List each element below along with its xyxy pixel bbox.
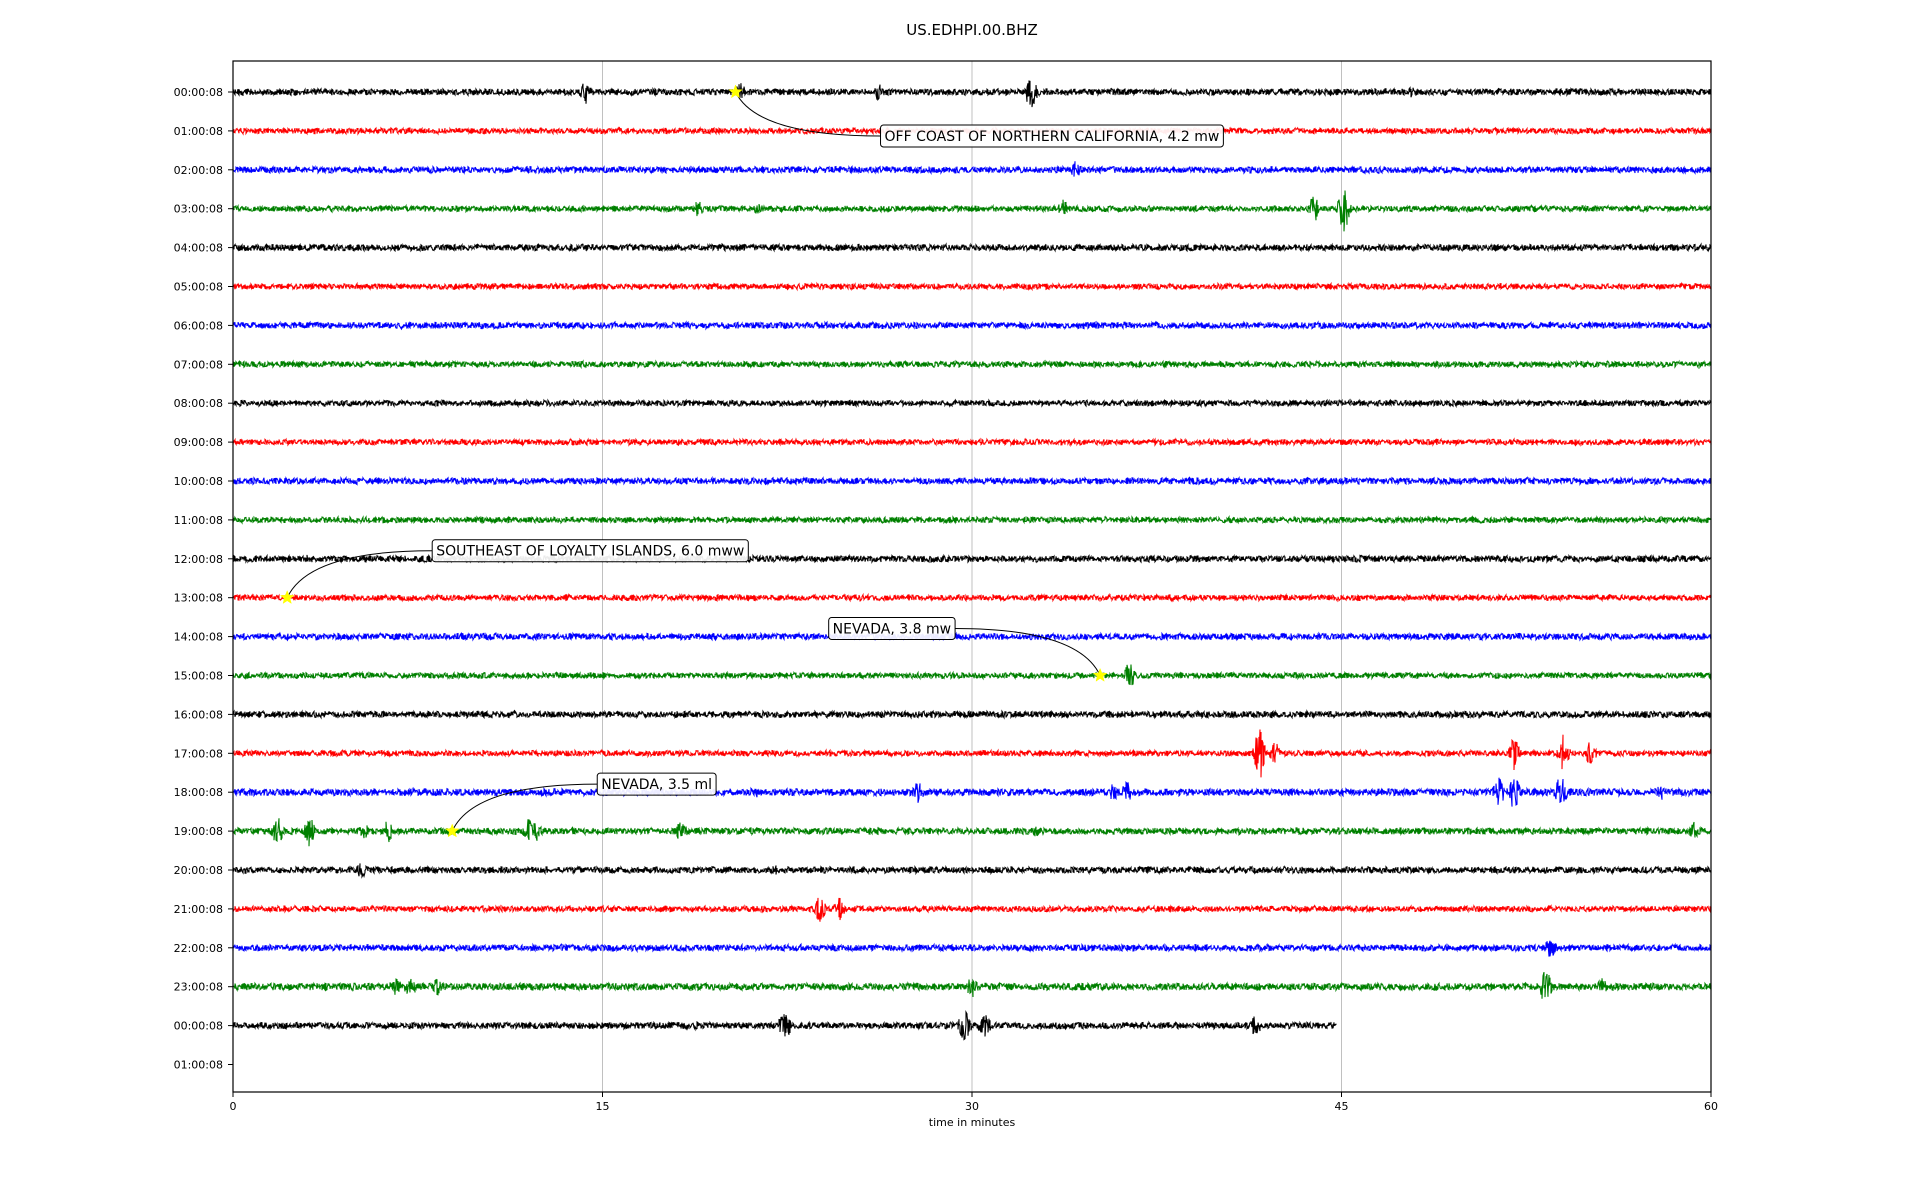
trace-row-11	[232, 514, 1712, 525]
row-time-label: 03:00:08	[174, 203, 223, 216]
trace-row-7	[232, 359, 1712, 370]
trace-row-3	[232, 190, 1712, 232]
trace-row-21	[232, 897, 1712, 922]
row-time-label: 19:00:08	[174, 825, 223, 838]
row-time-label: 04:00:08	[174, 242, 223, 255]
event-connector	[735, 91, 881, 137]
event-label-box	[596, 772, 717, 796]
row-time-label: 00:00:08	[174, 86, 223, 99]
event-annotation: OFF COAST OF NORTHERN CALIFORNIA, 4.2 mw	[728, 84, 1224, 148]
trace-row-22	[232, 940, 1712, 957]
row-time-label: 21:00:08	[174, 903, 223, 916]
x-tick-label: 30	[965, 1100, 979, 1113]
event-connector	[451, 783, 598, 832]
event-annotation: SOUTHEAST OF LOYALTY ISLANDS, 6.0 mww	[279, 539, 749, 604]
plot-frame	[232, 60, 1712, 1093]
row-time-label: 15:00:08	[174, 670, 223, 683]
event-label-box	[880, 124, 1224, 148]
row-time-label: 20:00:08	[174, 864, 223, 877]
row-time-label: 22:00:08	[174, 942, 223, 955]
vertical-gridlines	[602, 61, 1342, 1092]
chart-title: US.EDHPI.00.BHZ	[906, 21, 1038, 39]
event-label: OFF COAST OF NORTHERN CALIFORNIA, 4.2 mw	[885, 129, 1220, 145]
event-label-box	[431, 539, 749, 563]
event-connector	[955, 628, 1101, 676]
row-time-label: 06:00:08	[174, 319, 223, 332]
trace-row-2	[232, 161, 1712, 177]
event-label: SOUTHEAST OF LOYALTY ISLANDS, 6.0 mww	[436, 544, 744, 560]
row-time-label: 02:00:08	[174, 164, 223, 177]
trace-row-14	[232, 631, 1712, 642]
trace-row-6	[232, 320, 1712, 331]
event-label-box	[828, 617, 956, 640]
row-time-label: 09:00:08	[174, 436, 223, 449]
x-tick-label: 15	[596, 1100, 610, 1113]
row-time-label: 10:00:08	[174, 475, 223, 488]
row-time-labels: 00:00:08 01:00:08 02:00:08 03:00:08 04:00:08…	[174, 86, 233, 1072]
row-time-label: 01:00:08	[174, 125, 223, 138]
event-annotation: NEVADA, 3.5 ml	[444, 772, 717, 838]
trace-row-9	[232, 437, 1712, 448]
trace-row-18	[232, 777, 1712, 807]
trace-row-13	[232, 592, 1712, 603]
trace-row-20	[232, 863, 1712, 879]
row-time-label: 07:00:08	[174, 358, 223, 371]
trace-row-10	[232, 475, 1712, 487]
row-time-label: 23:00:08	[174, 981, 223, 994]
row-time-label: 16:00:08	[174, 708, 223, 721]
trace-row-16	[232, 709, 1712, 720]
event-label: NEVADA, 3.5 ml	[601, 777, 712, 793]
row-time-label: 11:00:08	[174, 514, 223, 527]
event-annotation: NEVADA, 3.8 mw	[828, 617, 1108, 682]
row-time-label: 17:00:08	[174, 747, 223, 760]
event-connector	[286, 550, 433, 598]
row-time-label: 08:00:08	[174, 397, 223, 410]
trace-row-8	[232, 398, 1712, 409]
x-tick-label: 0	[230, 1100, 237, 1113]
x-axis-label: time in minutes	[929, 1116, 1016, 1129]
row-time-label: 18:00:08	[174, 786, 223, 799]
x-tick-label: 45	[1335, 1100, 1349, 1113]
row-time-label: 12:00:08	[174, 553, 223, 566]
row-time-label: 01:00:08	[174, 1059, 223, 1072]
trace-row-15	[232, 664, 1712, 686]
row-time-label: 14:00:08	[174, 631, 223, 644]
event-star-marker	[279, 590, 295, 604]
seismic-traces	[232, 80, 1712, 1041]
row-time-label: 00:00:08	[174, 1020, 223, 1033]
trace-row-5	[232, 281, 1712, 292]
trace-row-0	[232, 80, 1712, 108]
event-annotations: OFF COAST OF NORTHERN CALIFORNIA, 4.2 mw…	[279, 84, 1224, 838]
event-star-marker	[1092, 667, 1108, 682]
x-axis: 0 15 30 45 60	[230, 1092, 1718, 1113]
x-tick-label: 60	[1704, 1100, 1718, 1113]
event-star-marker	[444, 823, 460, 838]
trace-row-4	[232, 242, 1712, 253]
trace-row-24	[232, 1009, 1337, 1041]
trace-row-17	[232, 729, 1712, 778]
row-time-label: 05:00:08	[174, 281, 223, 294]
event-star-marker	[728, 84, 743, 99]
row-time-label: 13:00:08	[174, 592, 223, 605]
trace-row-23	[232, 971, 1712, 999]
trace-row-19	[232, 818, 1712, 847]
event-label: NEVADA, 3.8 mw	[833, 622, 951, 638]
